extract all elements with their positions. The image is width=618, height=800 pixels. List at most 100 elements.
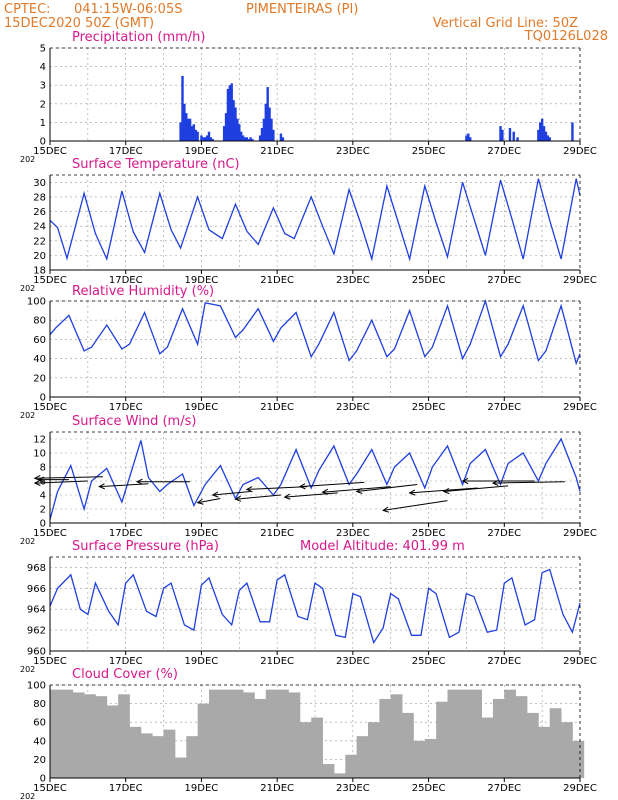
- x-tick-label: 25DEC: [412, 528, 446, 539]
- x-tick-label: 17DEC: [109, 656, 143, 667]
- x-tick-label: 29DEC: [563, 783, 597, 794]
- precip-bar: [181, 75, 184, 141]
- precip-title: Precipitation (mm/h): [72, 30, 205, 45]
- precip-bar: [236, 118, 239, 141]
- precip-bar: [272, 129, 275, 141]
- cloud-bar: [84, 694, 96, 778]
- cloud-bar: [209, 689, 221, 778]
- x-tick-label: 27DEC: [487, 275, 521, 286]
- cloud-bar: [458, 689, 471, 778]
- x-tick-label: 21DEC: [260, 275, 294, 286]
- precip-bar: [192, 124, 196, 141]
- wind-vector-shaft: [235, 494, 281, 500]
- wind-vector-shaft: [246, 486, 308, 490]
- x-tick-label: 27DEC: [487, 402, 521, 413]
- y-tick-label: 60: [33, 335, 46, 346]
- temp-title: Surface Temperature (nC): [72, 157, 240, 172]
- x-tick-label: 29DEC: [563, 275, 597, 286]
- y-tick-label: 30: [33, 178, 46, 189]
- cloud-bar: [561, 722, 573, 778]
- cloud-bar: [118, 694, 130, 778]
- y-tick-label: 20: [33, 251, 46, 262]
- precip-bar: [465, 135, 468, 141]
- cloud-bar: [186, 736, 199, 778]
- precip-bar: [279, 133, 283, 141]
- precip-bar: [239, 131, 243, 141]
- y-tick-label: 0: [40, 393, 46, 404]
- precip-bar: [179, 122, 182, 141]
- x-tick-label: 25DEC: [412, 783, 446, 794]
- cloud-bar: [333, 773, 346, 778]
- precip-bar: [247, 139, 250, 141]
- precip-bar: [190, 126, 194, 141]
- cloud-bar: [61, 689, 74, 778]
- precip-bar: [571, 122, 574, 141]
- wind-vector-head: [196, 498, 204, 505]
- wind-vector-shaft: [356, 484, 418, 492]
- wind-vector: [98, 483, 149, 490]
- wind-vector-shaft: [383, 500, 448, 511]
- x-tick-label: 15DEC: [33, 275, 67, 286]
- precip-bar: [266, 87, 269, 141]
- precip-bar: [260, 127, 264, 141]
- cloud-bar: [504, 689, 517, 778]
- wind-vector: [196, 498, 221, 505]
- x-tick-label: 19DEC: [185, 275, 219, 286]
- cloud-bar: [140, 733, 153, 778]
- x-tick-label: 21DEC: [260, 528, 294, 539]
- precip-bar: [264, 103, 267, 141]
- cloud-bar: [265, 689, 278, 778]
- cloud-bar: [72, 692, 85, 778]
- wind-vector: [135, 478, 191, 485]
- wind-vector-shaft: [34, 476, 104, 479]
- precip-bar: [540, 118, 544, 141]
- y-tick-label: 3: [40, 81, 46, 92]
- cloud-bar: [572, 740, 585, 778]
- wind-vector-head: [234, 495, 242, 502]
- precip-bar: [224, 113, 228, 141]
- x-tick-label: 15DEC: [33, 528, 67, 539]
- pressure-subtitle: Model Altitude: 401.99 m: [300, 539, 465, 554]
- cloud-bar: [379, 698, 392, 778]
- cloud-bar: [288, 692, 301, 778]
- y-tick-label: 2: [40, 505, 46, 516]
- x-tick-label: 27DEC: [487, 656, 521, 667]
- wind-vector-head: [283, 493, 291, 500]
- precip-bar: [546, 135, 550, 141]
- precip-bar: [281, 137, 285, 141]
- x-tick-label: 17DEC: [109, 275, 143, 286]
- wind-vector-head: [355, 487, 363, 494]
- precip-bar: [469, 137, 472, 141]
- x-tick-label: 29DEC: [563, 656, 597, 667]
- wind-vector-head: [135, 478, 143, 485]
- cloud-title: Cloud Cover (%): [72, 667, 178, 682]
- wind-vector: [234, 494, 281, 502]
- cloud-bar: [356, 736, 369, 778]
- cloud-bar: [277, 689, 289, 778]
- x-tick-label: 17DEC: [109, 783, 143, 794]
- y-tick-label: 60: [33, 718, 46, 729]
- x-tick-label: 23DEC: [336, 528, 370, 539]
- precip-bar: [241, 135, 245, 141]
- cloud-bar: [322, 764, 335, 778]
- header-coords: 041:15W-06:05S: [74, 2, 182, 17]
- cloud-bar: [254, 698, 267, 778]
- wind-vector-head: [33, 479, 41, 486]
- x-tick-label: 23DEC: [336, 146, 370, 157]
- wind-vector: [491, 479, 565, 487]
- precip-bar: [270, 118, 273, 141]
- precip-bar: [211, 139, 214, 141]
- wind-line: [49, 437, 581, 520]
- x-year-stub: 202: [20, 665, 35, 674]
- wind-vector-head: [321, 488, 329, 495]
- y-tick-label: 40: [33, 736, 46, 747]
- precip-bar: [202, 137, 205, 141]
- humid-title: Relative Humidity (%): [72, 284, 214, 299]
- wind-vector-shaft: [284, 492, 338, 498]
- cloud-bar: [402, 712, 414, 778]
- precip-bar: [501, 129, 504, 141]
- precip-bar: [188, 118, 192, 141]
